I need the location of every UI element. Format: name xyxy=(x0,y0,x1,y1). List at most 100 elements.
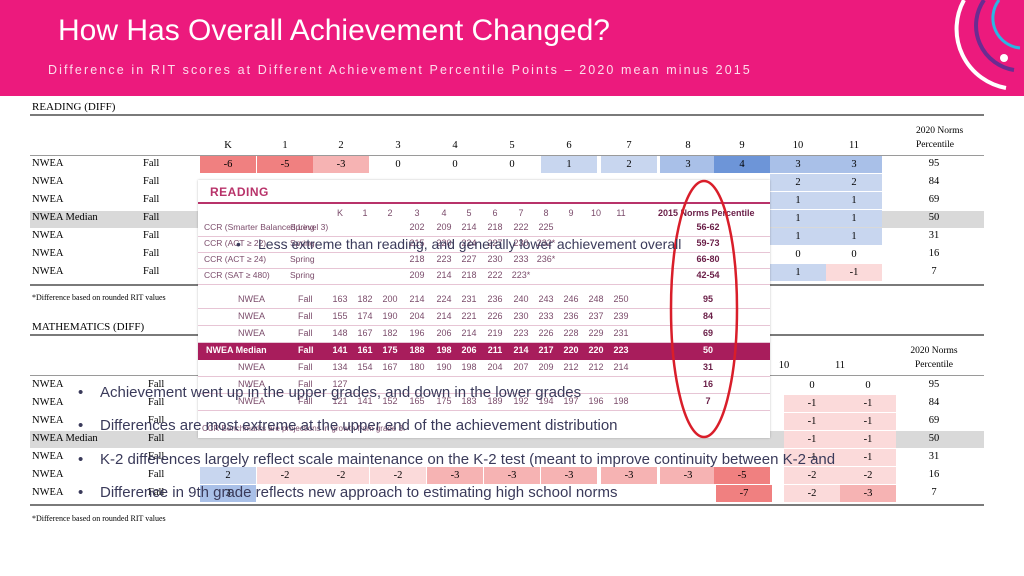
overlay-nwea-norms: 7 xyxy=(705,396,711,406)
overlay-nwea-value: 206 xyxy=(436,328,452,338)
overlay-nwea-value: 228 xyxy=(563,328,579,338)
reading-percentile-cell: 95 xyxy=(928,158,940,169)
overlay-ccr-value: 233 xyxy=(513,254,529,264)
overlay-nwea-name: NWEA xyxy=(238,379,265,389)
bullet-1-text: Achievement went up in the upper grades,… xyxy=(100,384,582,401)
overlay-row-divider xyxy=(198,268,770,269)
overlay-nwea-norms: 95 xyxy=(702,294,713,304)
math-diff-cell: -3 xyxy=(601,467,657,484)
reading-diff-cell: 1 xyxy=(826,210,882,227)
math-footnote: *Difference based on rounded RIT values xyxy=(32,514,166,523)
overlay-grade-header: 8 xyxy=(543,208,549,218)
overlay-nwea-name: NWEA xyxy=(238,328,265,338)
math-diff-cell: -2 xyxy=(257,467,313,484)
overlay-nwea-value: 214 xyxy=(436,311,452,321)
reading-diff-cell: 1 xyxy=(770,228,826,245)
reading-diff-cell: 1 xyxy=(770,192,826,209)
overlay-nwea-value: 239 xyxy=(613,311,629,321)
overlay-nwea-value: 226 xyxy=(538,328,554,338)
math-grade-header: 10 xyxy=(778,360,790,371)
math-percentile-cell: 69 xyxy=(928,415,940,426)
overlay-ccr-value: 218 xyxy=(461,270,477,280)
overlay-nwea-season: Fall xyxy=(298,311,313,321)
overlay-ccr-value: 220 xyxy=(436,238,452,248)
overlay-nwea-value: 198 xyxy=(461,362,477,372)
math-diff-cell: -3 xyxy=(660,467,716,484)
math-row-source: NWEA xyxy=(32,469,64,480)
overlay-ccr-value: 230 xyxy=(487,254,503,264)
overlay-ccr-value: 227 xyxy=(461,254,477,264)
math-grade-header: 11 xyxy=(834,360,846,371)
reading-diff-cell: 2 xyxy=(826,174,882,191)
overlay-row-divider xyxy=(198,325,770,326)
math-percentile-cell: 16 xyxy=(928,469,940,480)
reading-row-source: NWEA xyxy=(32,266,64,277)
overlay-nwea-value: 155 xyxy=(332,311,348,321)
reading-row-season: Fall xyxy=(143,158,160,169)
math-percentile-cell: 31 xyxy=(928,451,940,462)
overlay-row-divider xyxy=(198,284,770,285)
overlay-nwea-value: 152 xyxy=(382,396,398,406)
overlay-grade-header: 6 xyxy=(492,208,498,218)
overlay-nwea-value: 174 xyxy=(357,311,373,321)
overlay-nwea-value: 204 xyxy=(487,362,503,372)
math-diff-cell: -1 xyxy=(840,449,896,466)
overlay-nwea-name: NWEA xyxy=(238,362,265,372)
bullet-3: • K-2 differences largely reflect scale m… xyxy=(78,451,836,468)
math-diff-cell: -7 xyxy=(716,485,772,502)
overlay-ccr-name: CCR (ACT ≥ 22) xyxy=(204,238,267,248)
math-row-source: NWEA xyxy=(32,379,64,390)
reading-row-season: Fall xyxy=(143,248,160,259)
math-percentile-cell: 50 xyxy=(928,433,940,444)
overlay-ccr-value: 209 xyxy=(409,270,425,280)
overlay-nwea-value: 236 xyxy=(487,294,503,304)
overlay-nwea-value: 231 xyxy=(461,294,477,304)
math-row-season: Fall xyxy=(148,433,165,444)
math-diff-cell: -5 xyxy=(714,467,770,484)
reading-row-source: NWEA xyxy=(32,230,64,241)
math-percentile-cell: 7 xyxy=(931,487,937,498)
overlay-nwea-value: 182 xyxy=(382,328,398,338)
overlay-nwea-value: 141 xyxy=(357,396,373,406)
overlay-nwea-value: 233 xyxy=(538,311,554,321)
overlay-nwea-value: 226 xyxy=(487,311,503,321)
overlay-nwea-value: 165 xyxy=(409,396,425,406)
reading-diff-cell: 0 xyxy=(509,159,515,170)
reading-percentile-cell: 31 xyxy=(928,230,940,241)
overlay-grade-header: 5 xyxy=(466,208,472,218)
bullet-2-text: Differences are most extreme at the uppe… xyxy=(100,417,618,434)
overlay-title: READING xyxy=(210,185,269,199)
logo-arcs-icon xyxy=(954,0,1021,90)
overlay-ccr-name: CCR (SAT ≥ 480) xyxy=(204,270,270,280)
reading-row-season: Fall xyxy=(143,266,160,277)
bullet-4: • Difference in 9th grade reflects new ap… xyxy=(78,484,618,501)
reading-diff-cell: 4 xyxy=(714,156,770,173)
reading-row-season: Fall xyxy=(143,176,160,187)
overlay-nwea-value: 175 xyxy=(382,345,398,355)
reading-grade-header: 7 xyxy=(626,140,632,151)
overlay-nwea-value: 220 xyxy=(563,345,579,355)
reading-grade-header: 1 xyxy=(282,140,288,151)
reading-diff-cell: -5 xyxy=(257,156,313,173)
overlay-nwea-value: 161 xyxy=(357,345,373,355)
overlay-nwea-value: 212 xyxy=(563,362,579,372)
reading-footnote: *Difference based on rounded RIT values xyxy=(32,293,166,302)
overlay-nwea-value: 223 xyxy=(513,328,529,338)
overlay-ccr-name: CCR (Smarter Balanced Level 3) xyxy=(204,222,329,232)
reading-row-source: NWEA xyxy=(32,176,64,187)
overlay-nwea-value: 219 xyxy=(487,328,503,338)
overlay-nwea-season: Fall xyxy=(298,379,313,389)
overlay-ccr-season: Spring xyxy=(290,270,315,280)
overlay-nwea-value: 204 xyxy=(409,311,425,321)
overlay-nwea-value: 127 xyxy=(332,379,348,389)
overlay-nwea-value: 243 xyxy=(538,294,554,304)
math-diff-cell: -3 xyxy=(484,467,540,484)
overlay-nwea-value: 196 xyxy=(588,396,604,406)
reading-diff-cell: -3 xyxy=(313,156,369,173)
overlay-ccr-norms: 56-62 xyxy=(696,222,720,232)
math-percentile-cell: 95 xyxy=(928,379,940,390)
overlay-ccr-season: Spring xyxy=(290,222,315,232)
bullet-1: • Achievement went up in the upper grades… xyxy=(78,384,582,401)
overlay-grade-header: 1 xyxy=(362,208,368,218)
overlay-nwea-value: 148 xyxy=(332,328,348,338)
